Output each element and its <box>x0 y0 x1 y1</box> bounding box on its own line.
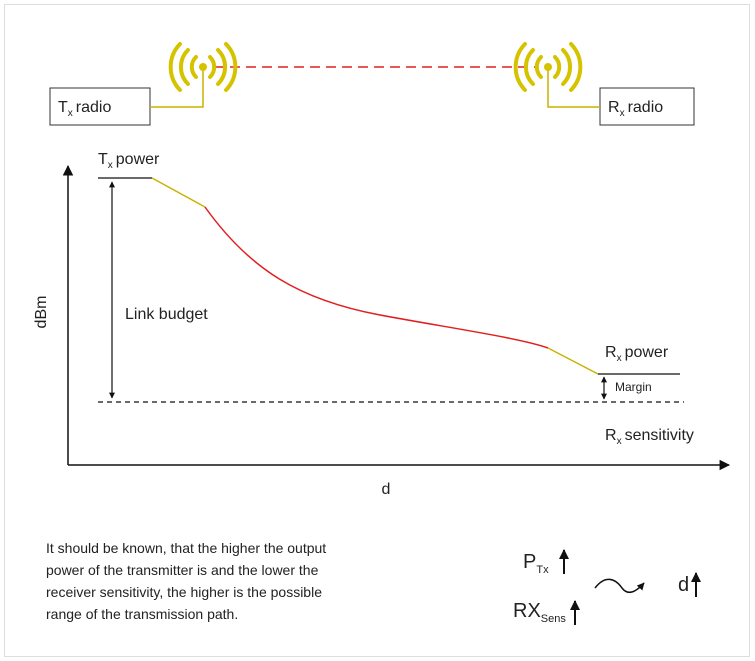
link-budget-label: Link budget <box>125 306 208 323</box>
x-axis-label: d <box>382 481 391 498</box>
caption-line: power of the transmitter is and the lowe… <box>46 562 319 578</box>
caption-line: It should be known, that the higher the … <box>46 540 326 556</box>
frame <box>4 4 750 657</box>
p-tx: PTx <box>523 551 549 576</box>
implies-wave <box>594 578 645 594</box>
caption: It should be known, that the higher the … <box>46 540 326 622</box>
path-loss <box>204 206 549 349</box>
rx-antenna <box>513 42 583 92</box>
caption-line: range of the transmission path. <box>46 606 238 622</box>
tx-connector <box>150 67 204 108</box>
rx-sensitivity-label: Rx sensitivity <box>605 427 694 447</box>
rx-sens: RXSens <box>513 600 566 625</box>
rx-antenna-dot <box>544 63 552 71</box>
rx-radio-label: Rx radio <box>608 99 663 119</box>
tx-antenna-dot <box>199 63 207 71</box>
rx-loss <box>547 347 599 375</box>
caption-line: receiver sensitivity, the higher is the … <box>46 584 322 600</box>
d-label: d <box>678 574 689 596</box>
margin-label: Margin <box>615 380 652 394</box>
tx-radio-box <box>49 87 151 126</box>
tx-antenna <box>168 42 238 92</box>
tx-radio-label: Tx radio <box>58 99 111 119</box>
rx-power-label: Rx power <box>605 344 669 364</box>
tx-power-label: Tx power <box>98 151 160 171</box>
tx-loss <box>151 177 206 208</box>
rx-connector <box>547 67 600 108</box>
y-axis-label: dBm <box>33 296 50 329</box>
